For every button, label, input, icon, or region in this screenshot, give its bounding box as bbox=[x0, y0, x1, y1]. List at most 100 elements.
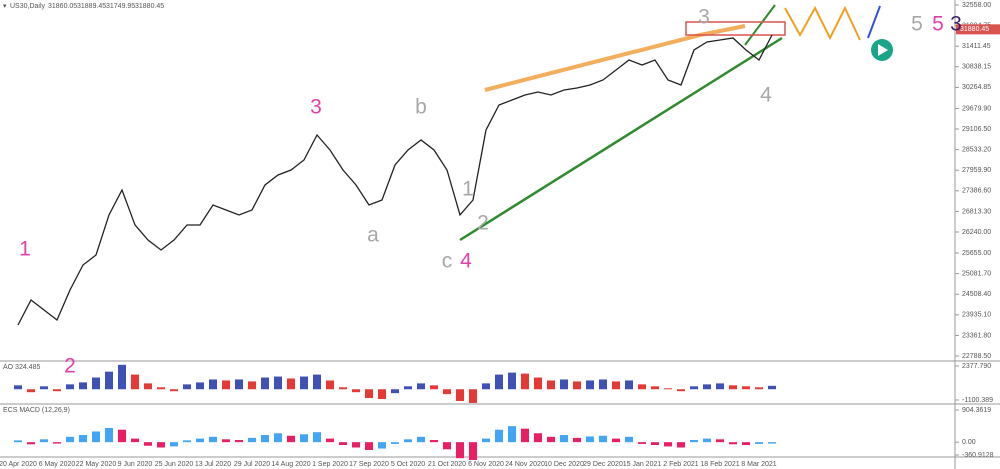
y-tick-label: 27386.60 bbox=[962, 188, 991, 195]
histogram-bar bbox=[352, 389, 360, 393]
histogram-bar bbox=[651, 386, 659, 390]
histogram-bar bbox=[261, 377, 269, 390]
x-tick-label: 5 Oct 2020 bbox=[391, 461, 425, 468]
histogram-bar bbox=[196, 382, 204, 390]
histogram-bar bbox=[508, 372, 516, 390]
wave-label: 2 bbox=[64, 355, 76, 378]
histogram-bar bbox=[768, 442, 776, 444]
histogram-bar bbox=[313, 374, 321, 390]
histogram-bar bbox=[378, 389, 386, 400]
histogram-bar bbox=[248, 381, 256, 390]
histogram-bar bbox=[287, 378, 295, 390]
panel-title: ECS MACD (12,26,9) bbox=[3, 407, 70, 414]
wave-label: 3 bbox=[698, 6, 710, 29]
histogram-bar bbox=[716, 439, 724, 443]
histogram-bar bbox=[703, 384, 711, 390]
histogram-bar bbox=[287, 435, 295, 443]
histogram-bar bbox=[716, 383, 724, 390]
y-tick-label: -1100.389 bbox=[962, 397, 993, 404]
histogram-bar bbox=[677, 442, 685, 448]
wave-label: 3 bbox=[310, 96, 322, 119]
histogram-bar bbox=[313, 432, 321, 443]
histogram-bar bbox=[521, 428, 529, 443]
histogram-bar bbox=[664, 388, 672, 390]
menu-arrow: ▾ bbox=[3, 3, 7, 10]
wave-label: 1 bbox=[19, 238, 31, 261]
histogram-bar bbox=[27, 389, 35, 393]
histogram-bar bbox=[703, 438, 711, 443]
histogram-bar bbox=[586, 380, 594, 390]
y-tick-label: 26240.00 bbox=[962, 229, 991, 236]
histogram-bar bbox=[352, 442, 360, 448]
histogram-bar bbox=[768, 385, 776, 390]
x-tick-label: 20 Apr 2020 bbox=[0, 461, 37, 468]
price-line bbox=[17, 34, 773, 326]
current-price-label: 31880.45 bbox=[960, 26, 989, 33]
histogram-bar bbox=[456, 389, 464, 401]
wave-label: 4 bbox=[760, 84, 772, 107]
wave-label: 4 bbox=[460, 250, 472, 273]
histogram-bar bbox=[495, 374, 503, 390]
y-tick-label: 29106.50 bbox=[962, 126, 991, 133]
histogram-bar bbox=[573, 437, 581, 443]
histogram-bar bbox=[521, 373, 529, 390]
y-tick-label: -360.9128 bbox=[962, 452, 994, 459]
x-tick-label: 6 Nov 2020 bbox=[468, 461, 504, 468]
ohlc-value: 31880.45 bbox=[135, 3, 164, 10]
histogram-bar bbox=[222, 380, 230, 390]
y-tick-label: 28533.20 bbox=[962, 146, 991, 153]
trend-line bbox=[699, 24, 746, 37]
histogram-bar bbox=[261, 435, 269, 443]
histogram-bar bbox=[677, 389, 685, 392]
histogram-bar bbox=[690, 440, 698, 443]
histogram-bar bbox=[170, 442, 178, 447]
wave-label: 1 bbox=[462, 178, 474, 201]
y-tick-label: 904.3619 bbox=[962, 407, 991, 414]
histogram-bar bbox=[443, 442, 451, 450]
symbol: US30,Daily bbox=[10, 3, 46, 10]
histogram-bar bbox=[131, 374, 139, 390]
x-tick-label: 15 Jan 2021 bbox=[623, 461, 662, 468]
histogram-bar bbox=[755, 442, 763, 444]
histogram-bar bbox=[40, 386, 48, 390]
histogram-bar bbox=[469, 389, 477, 403]
histogram-bar bbox=[456, 442, 464, 459]
histogram-bar bbox=[404, 439, 412, 443]
histogram-bar bbox=[729, 385, 737, 390]
y-tick-label: 32558.00 bbox=[962, 2, 991, 9]
panel-title: AO 324.485 bbox=[3, 364, 40, 371]
y-tick-label: 25081.70 bbox=[962, 270, 991, 277]
y-tick-label: 2377.790 bbox=[962, 363, 991, 370]
y-tick-label: 30264.85 bbox=[962, 84, 991, 91]
histogram-bar bbox=[66, 384, 74, 390]
histogram-bar bbox=[53, 442, 61, 444]
histogram-bar bbox=[625, 436, 633, 443]
histogram-bar bbox=[248, 437, 256, 443]
histogram-bar bbox=[534, 377, 542, 390]
histogram-bar bbox=[53, 389, 61, 392]
y-tick-label: 0.00 bbox=[962, 439, 976, 446]
ohlc-value: 31889.45 bbox=[77, 3, 106, 10]
histogram-bar bbox=[742, 442, 750, 446]
x-tick-label: 8 Mar 2021 bbox=[741, 461, 777, 468]
x-tick-label: 24 Nov 2020 bbox=[505, 461, 545, 468]
histogram-bar bbox=[482, 438, 490, 443]
histogram-bar bbox=[430, 385, 438, 390]
y-tick-label: 24508.40 bbox=[962, 291, 991, 298]
y-tick-label: 23935.10 bbox=[962, 312, 991, 319]
histogram-bar bbox=[742, 386, 750, 390]
histogram-bar bbox=[40, 439, 48, 443]
wave-label: b bbox=[415, 96, 427, 119]
histogram-bar bbox=[378, 442, 386, 449]
histogram-bar bbox=[560, 379, 568, 390]
histogram-bar bbox=[157, 442, 165, 448]
wave-label: 5 bbox=[932, 13, 944, 36]
histogram-bar bbox=[131, 438, 139, 443]
histogram-bar bbox=[183, 440, 191, 443]
histogram-bar bbox=[105, 427, 113, 443]
histogram-bar bbox=[92, 431, 100, 443]
histogram-bar bbox=[391, 442, 399, 444]
histogram-bar bbox=[482, 383, 490, 390]
histogram-bar bbox=[118, 364, 126, 390]
